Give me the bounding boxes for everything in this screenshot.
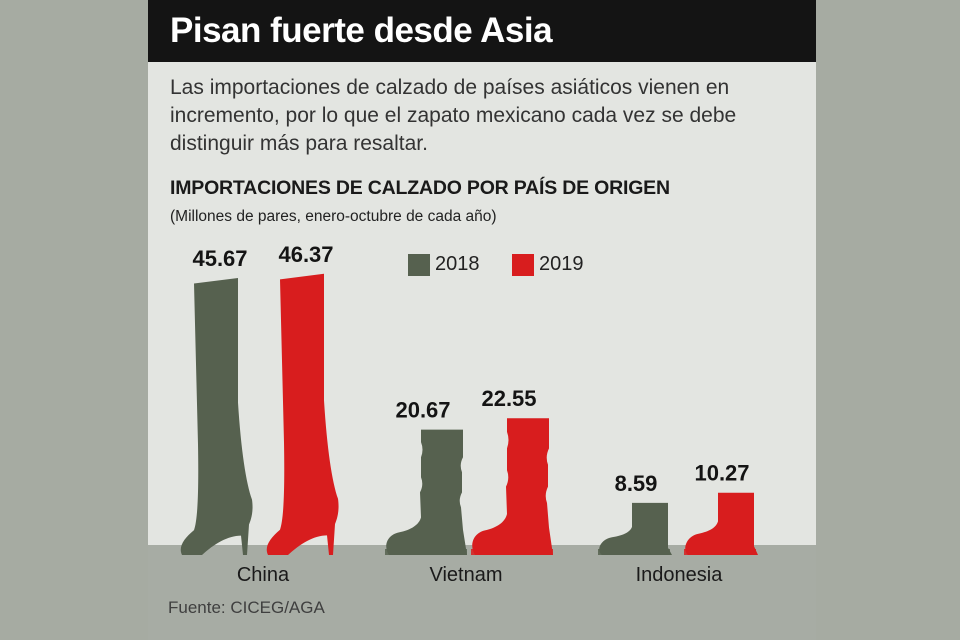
high-heel-thigh-boot-shape	[180, 278, 253, 555]
high-heel-thigh-boot-shape	[266, 273, 339, 555]
ground-strip	[148, 545, 816, 640]
category-label-china: China	[237, 564, 290, 586]
title-bar: Pisan fuerte desde Asia	[148, 0, 816, 62]
value-label-indonesia-2018: 8.59	[615, 471, 658, 496]
bar-china-2019	[266, 273, 339, 555]
chart-title: IMPORTACIONES DE CALZADO POR PAÍS DE ORI…	[170, 177, 670, 199]
boot-sole	[182, 549, 202, 555]
value-label-vietnam-2019: 22.55	[481, 386, 536, 411]
boot-sole	[385, 549, 467, 555]
ankle-rain-boot-shape	[599, 502, 672, 555]
value-label-indonesia-2019: 10.27	[694, 461, 749, 486]
value-label-china-2018: 45.67	[192, 246, 247, 271]
category-label-indonesia: Indonesia	[636, 564, 724, 586]
boot-sole	[268, 549, 288, 555]
chart-subtitle: (Millones de pares, enero-octubre de cad…	[170, 208, 497, 225]
legend-swatch-2018	[408, 254, 430, 276]
value-label-vietnam-2018: 20.67	[395, 398, 450, 423]
ankle-rain-boot-shape	[685, 492, 758, 555]
padded-snow-boot-shape	[472, 418, 553, 555]
bar-china-2018	[180, 278, 253, 555]
bar-vietnam-2019	[471, 418, 553, 555]
chart-plot: 45.67 46.37 China 20.67 22.55 Vietnam 8.59 10.2…	[180, 242, 758, 586]
legend-swatch-2019	[512, 254, 534, 276]
bar-indonesia-2018	[598, 502, 672, 555]
bar-vietnam-2018	[385, 429, 467, 555]
boot-sole	[471, 549, 553, 555]
legend-label-2018: 2018	[435, 253, 480, 275]
legend-label-2019: 2019	[539, 253, 584, 275]
infographic-card: Pisan fuerte desde Asia Las importacione…	[148, 0, 816, 640]
category-label-vietnam: Vietnam	[429, 564, 502, 586]
lead-paragraph: Las importaciones de calzado de países a…	[170, 76, 737, 155]
bar-indonesia-2019	[684, 492, 758, 555]
source-note: Fuente: CICEG/AGA	[168, 598, 325, 617]
padded-snow-boot-shape	[386, 429, 467, 555]
page-title: Pisan fuerte desde Asia	[170, 11, 553, 50]
boot-sole	[684, 549, 756, 555]
value-label-china-2019: 46.37	[278, 242, 333, 267]
boot-sole	[598, 549, 670, 555]
